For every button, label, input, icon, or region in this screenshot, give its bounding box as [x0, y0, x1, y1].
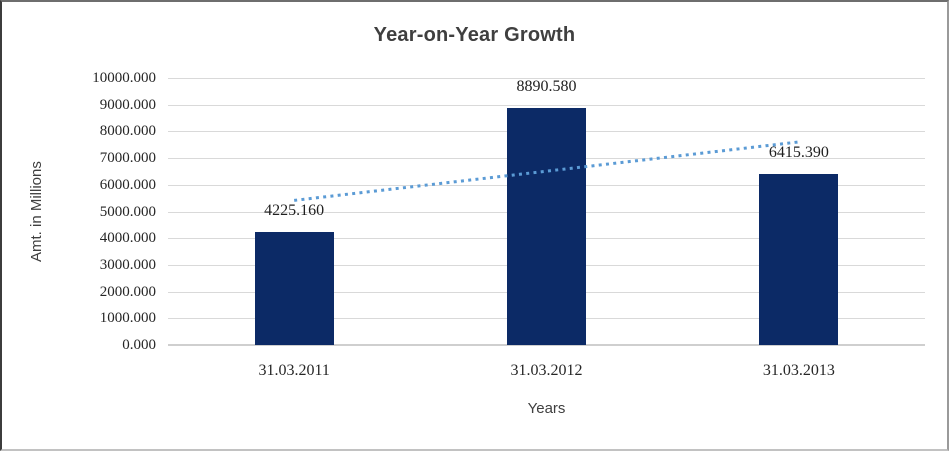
y-tick-label: 10000.000 [92, 70, 156, 86]
bar-value-label: 6415.390 [768, 143, 829, 161]
x-axis-title: Years [527, 400, 566, 417]
bar-value-label: 8890.580 [516, 77, 577, 95]
x-tick-label: 31.03.2012 [510, 362, 583, 379]
bar-value-label: 4225.160 [264, 202, 325, 220]
plot-area: 4225.160 8890.580 6415.390 [168, 77, 925, 346]
x-tick-label: 31.03.2011 [258, 362, 330, 379]
y-tick-label: 3000.000 [99, 256, 156, 273]
y-tick-label: 4000.000 [99, 230, 156, 247]
chart-title: Year-on-Year Growth [373, 24, 576, 46]
gridline [168, 104, 925, 106]
y-tick-label: 6000.000 [99, 176, 156, 193]
y-tick-label: 0.000 [122, 337, 156, 353]
y-tick-label: 7000.000 [99, 150, 156, 167]
bar [254, 232, 334, 345]
x-tick-label: 31.03.2013 [762, 362, 835, 379]
y-tick-label: 5000.000 [99, 203, 156, 220]
gridline [168, 78, 925, 79]
x-axis-line [168, 344, 925, 346]
y-tick-label: 8000.000 [99, 123, 156, 140]
trendline [293, 140, 800, 202]
y-tick-label: 1000.000 [99, 310, 156, 327]
bar [759, 173, 839, 345]
bar [507, 107, 586, 345]
y-tick-label: 9000.000 [99, 96, 156, 113]
y-tick-label: 2000.000 [99, 283, 156, 300]
